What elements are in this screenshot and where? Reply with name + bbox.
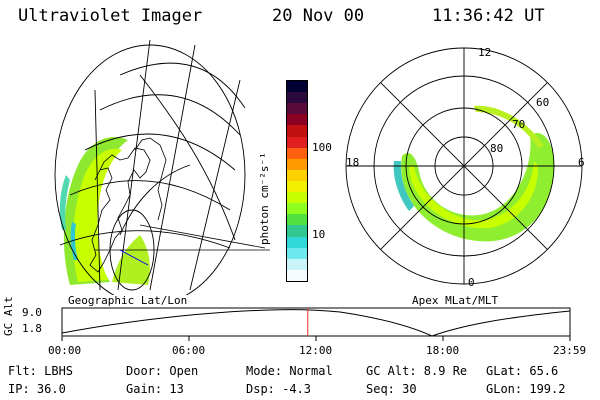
colorbar-segment	[287, 236, 307, 248]
timeline-ytick-9: 9.0	[22, 306, 42, 319]
seq-info: Seq: 30	[366, 382, 417, 396]
timeline-xtick-1800: 18:00	[426, 344, 460, 357]
colorbar-segment	[287, 81, 307, 93]
colorbar-segment	[287, 247, 307, 259]
colorbar-segment	[287, 169, 307, 181]
mlt-label-18: 18	[346, 156, 360, 169]
colorbar-segment	[287, 258, 307, 270]
apex-label: Apex MLat/MLT	[412, 294, 499, 307]
timeline-xtick-2359: 23:59	[553, 344, 587, 357]
altitude-curve	[61, 309, 571, 337]
colorbar-segment	[287, 214, 307, 226]
gc-alt-info: GC Alt: 8.9 Re	[366, 364, 468, 378]
colorbar-tick-100: 100	[312, 141, 332, 154]
gain-info: Gain: 13	[126, 382, 184, 396]
glat-info: GLat: 65.6	[486, 364, 559, 378]
time-label: 11:36:42 UT	[432, 6, 545, 26]
timeline-xtick-0000: 00:00	[48, 344, 82, 357]
colorbar	[286, 80, 308, 282]
colorbar-segment	[287, 125, 307, 137]
coastline	[89, 147, 151, 273]
timeline-xtick-0600: 06:00	[172, 344, 206, 357]
colorbar-segment	[287, 269, 307, 281]
mlat-label-80: 80	[490, 142, 504, 155]
colorbar-segment	[287, 158, 307, 170]
door-info: Door: Open	[126, 364, 199, 378]
timeline-xtick-1200: 12:00	[299, 344, 333, 357]
colorbar-segment	[287, 225, 307, 237]
mlt-label-6: 6	[578, 156, 585, 169]
colorbar-segment	[287, 103, 307, 115]
mlat-label-60: 60	[536, 96, 550, 109]
colorbar-segment	[287, 192, 307, 204]
mlt-label-0: 0	[468, 276, 475, 289]
mode-info: Mode: Normal	[246, 364, 333, 378]
glon-info: GLon: 199.2	[486, 382, 566, 396]
ip-info: IP: 36.0	[8, 382, 66, 396]
filter-info: Flt: LBHS	[8, 364, 74, 378]
colorbar-segment	[287, 136, 307, 148]
dsp-info: Dsp: -4.3	[246, 382, 312, 396]
colorbar-segment	[287, 114, 307, 126]
colorbar-tick-10: 10	[312, 228, 326, 241]
mlt-label-12: 12	[478, 46, 492, 59]
colorbar-segment	[287, 92, 307, 104]
colorbar-segment	[287, 203, 307, 215]
colorbar-segment	[287, 147, 307, 159]
instrument-title: Ultraviolet Imager	[18, 6, 203, 26]
colorbar-segment	[287, 180, 307, 193]
timeline-ytick-1-8: 1.8	[22, 322, 42, 335]
geographic-label: Geographic Lat/Lon	[68, 294, 188, 307]
mlat-label-70: 70	[512, 118, 526, 131]
date-label: 20 Nov 00	[272, 6, 365, 26]
